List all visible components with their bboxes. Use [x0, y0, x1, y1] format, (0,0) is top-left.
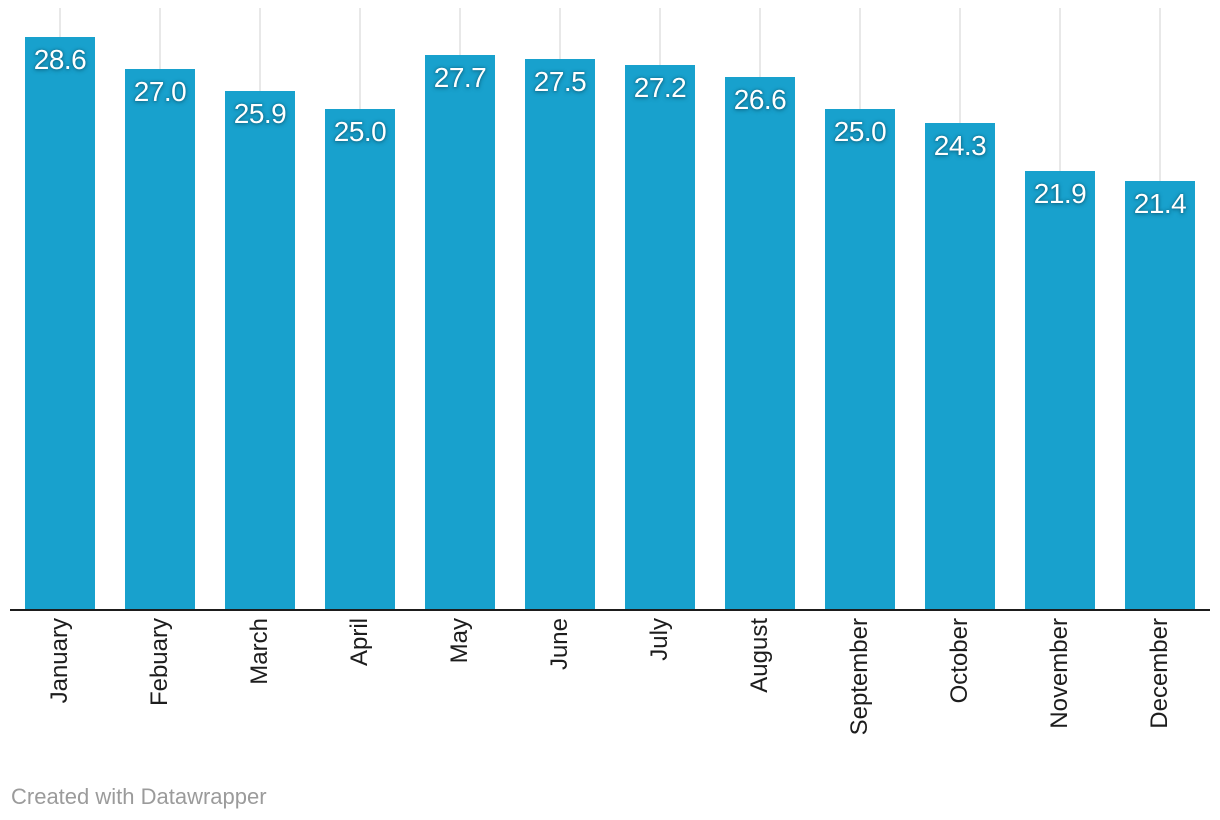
bar: 27.2 [625, 65, 695, 609]
bar: 25.9 [225, 91, 295, 609]
bar: 21.4 [1125, 181, 1195, 609]
x-axis-line [10, 609, 1210, 611]
x-axis-tick-label: September [846, 618, 873, 736]
bar: 21.9 [1025, 171, 1095, 609]
bar-value-label: 25.0 [833, 116, 887, 147]
bar: 27.0 [125, 69, 195, 609]
x-axis-tick-label: October [946, 618, 973, 704]
bar: 25.0 [825, 109, 895, 609]
x-axis-tick-label: April [346, 618, 373, 667]
bar: 25.0 [325, 109, 395, 609]
bar-value-label: 27.2 [633, 72, 687, 103]
x-axis-tick-label: January [46, 618, 73, 704]
datawrapper-attribution-link[interactable]: Created with Datawrapper [11, 784, 267, 809]
x-axis-tick-label: Febuary [146, 618, 173, 707]
bar-value-label: 26.6 [733, 84, 787, 115]
x-axis-tick-label: July [646, 618, 673, 661]
bar: 28.6 [25, 37, 95, 609]
x-axis-tick-label: March [246, 618, 273, 685]
bar-value-label: 25.0 [333, 116, 387, 147]
x-axis-tick-label: June [546, 618, 573, 671]
bar-value-label: 21.4 [1133, 188, 1187, 219]
bar: 27.5 [525, 59, 595, 609]
bar-value-label: 27.7 [433, 62, 487, 93]
bar-value-label: 21.9 [1033, 178, 1087, 209]
bar: 27.7 [425, 55, 495, 609]
bar-value-label: 27.0 [133, 76, 187, 107]
bar-value-label: 27.5 [533, 66, 587, 97]
x-axis-tick-label: May [446, 618, 473, 664]
bar-value-label: 24.3 [933, 130, 987, 161]
x-axis-tick-label: August [746, 618, 773, 693]
bar: 26.6 [725, 77, 795, 609]
x-axis-tick-label: November [1046, 618, 1073, 729]
bar-value-label: 25.9 [233, 98, 287, 129]
bar: 24.3 [925, 123, 995, 609]
bar-value-label: 28.6 [33, 44, 87, 75]
x-axis-tick-label: December [1146, 618, 1173, 729]
